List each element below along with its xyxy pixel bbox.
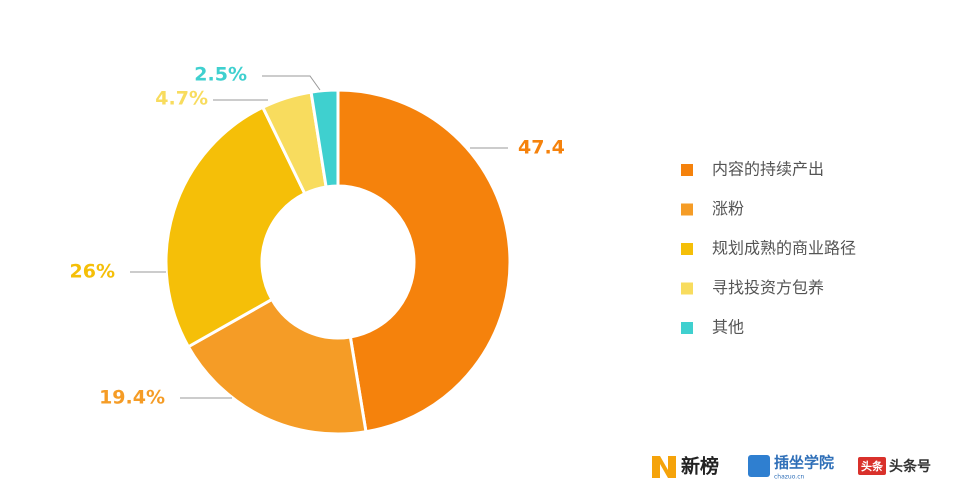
data-label: 4.7% (155, 88, 208, 110)
logo-subtext: chazuo.cn (774, 474, 805, 481)
donut-slice (336, 88, 512, 434)
legend-swatch (681, 322, 693, 334)
logo-badge-text: 头条 (861, 459, 884, 473)
legend-label: 内容的持续产出 (712, 160, 824, 179)
legend-swatch (681, 203, 693, 216)
logo-text: 插坐学院 (774, 454, 834, 472)
data-label: 2.5% (194, 64, 247, 86)
logo-icon (748, 455, 770, 477)
logo-badge (858, 457, 886, 475)
legend-label: 寻找投资方包养 (712, 278, 824, 297)
logos: 新榜 插坐学院 chazuo.cn 头条 头条号 (652, 454, 931, 481)
data-label: 47.4 (518, 137, 565, 159)
legend-swatch (681, 164, 693, 176)
data-label: 26% (70, 261, 115, 283)
legend-label: 涨粉 (712, 199, 744, 218)
logo-text: 新榜 (681, 455, 719, 478)
donut-slice (186, 297, 368, 436)
data-label: 19.4% (99, 387, 165, 409)
donut-slice (164, 105, 307, 349)
donut-slice (309, 88, 340, 189)
leader-line (262, 75, 321, 91)
legend-label: 其他 (712, 318, 744, 337)
legend-swatch (681, 243, 693, 255)
logo-text: 头条号 (889, 458, 931, 475)
logo-icon (652, 456, 676, 478)
legend-label: 规划成熟的商业路径 (712, 239, 856, 258)
legend-swatch (681, 282, 693, 295)
